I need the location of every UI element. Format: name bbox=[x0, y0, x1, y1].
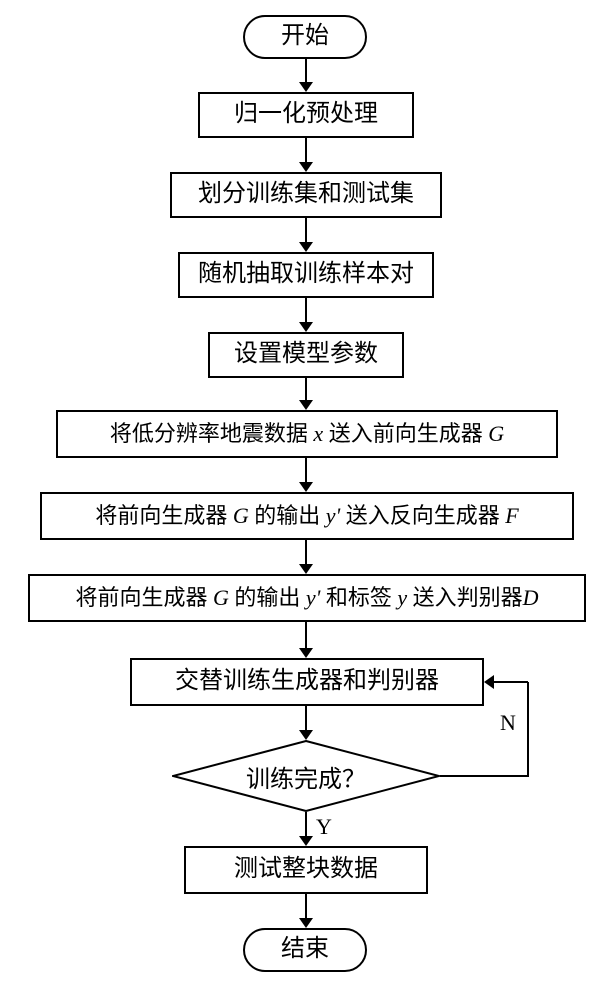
arrow-head-icon bbox=[299, 82, 313, 92]
arrow-head-icon bbox=[299, 400, 313, 410]
arrow-head-icon bbox=[299, 482, 313, 492]
node-label: 划分训练集和测试集 bbox=[198, 179, 414, 210]
edge-label: N bbox=[500, 710, 516, 736]
node-label: 将前向生成器 G 的输出 y' 送入反向生成器 F bbox=[95, 502, 518, 531]
node-label: 设置模型参数 bbox=[234, 339, 378, 370]
arrow-head-icon bbox=[299, 836, 313, 846]
process-n5: 将低分辨率地震数据 x 送入前向生成器 G bbox=[56, 410, 558, 458]
node-label: 开始 bbox=[281, 21, 329, 52]
node-label: 随机抽取训练样本对 bbox=[198, 259, 414, 290]
node-label: 将低分辨率地震数据 x 送入前向生成器 G bbox=[110, 420, 504, 449]
process-n6: 将前向生成器 G 的输出 y' 送入反向生成器 F bbox=[40, 492, 574, 540]
edge-line bbox=[305, 812, 307, 838]
terminator-end: 结束 bbox=[243, 928, 367, 972]
arrow-head-icon bbox=[484, 675, 494, 689]
arrow-head-icon bbox=[299, 322, 313, 332]
process-n1: 归一化预处理 bbox=[198, 92, 414, 138]
process-n9: 测试整块数据 bbox=[184, 846, 428, 894]
arrow-head-icon bbox=[299, 730, 313, 740]
edge-line bbox=[492, 681, 528, 683]
edge-line bbox=[305, 706, 307, 732]
arrow-head-icon bbox=[299, 648, 313, 658]
edge-line bbox=[305, 59, 307, 84]
node-label: 将前向生成器 G 的输出 y' 和标签 y 送入判别器D bbox=[75, 584, 538, 613]
terminator-start: 开始 bbox=[243, 15, 367, 59]
edge-line bbox=[440, 775, 529, 777]
arrow-head-icon bbox=[299, 162, 313, 172]
process-n3: 随机抽取训练样本对 bbox=[178, 252, 434, 298]
edge-line bbox=[305, 894, 307, 920]
edge-line bbox=[305, 298, 307, 324]
process-n2: 划分训练集和测试集 bbox=[170, 172, 442, 218]
decision-label: 训练完成？ bbox=[172, 740, 440, 812]
decision-d1: 训练完成？ bbox=[172, 740, 440, 812]
arrow-head-icon bbox=[299, 564, 313, 574]
node-label: 归一化预处理 bbox=[234, 99, 378, 130]
edge-line bbox=[305, 540, 307, 566]
node-label: 结束 bbox=[281, 934, 329, 965]
process-n8: 交替训练生成器和判别器 bbox=[130, 658, 484, 706]
edge-line bbox=[305, 458, 307, 484]
node-label: 交替训练生成器和判别器 bbox=[175, 666, 439, 697]
process-n4: 设置模型参数 bbox=[208, 332, 404, 378]
edge-line bbox=[305, 218, 307, 244]
arrow-head-icon bbox=[299, 242, 313, 252]
edge-line bbox=[305, 622, 307, 650]
edge-line bbox=[527, 682, 529, 777]
edge-line bbox=[305, 138, 307, 164]
edge-line bbox=[305, 378, 307, 402]
node-label: 测试整块数据 bbox=[234, 854, 378, 885]
process-n7: 将前向生成器 G 的输出 y' 和标签 y 送入判别器D bbox=[28, 574, 586, 622]
edge-label: Y bbox=[316, 814, 332, 840]
arrow-head-icon bbox=[299, 918, 313, 928]
